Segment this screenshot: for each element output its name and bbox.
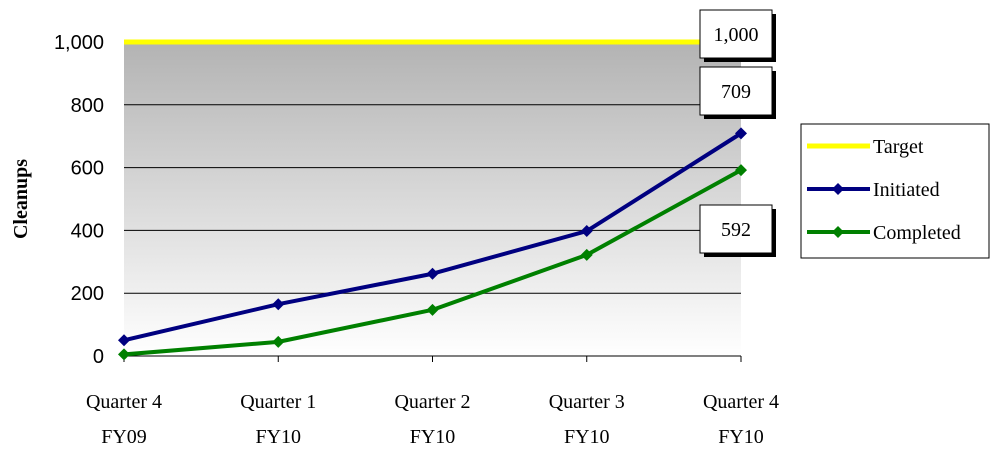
- y-tick-label: 0: [93, 346, 104, 368]
- callout-box: [699, 66, 773, 116]
- data-point-initiated: [735, 127, 747, 140]
- x-tick-label: Quarter 4: [86, 391, 162, 413]
- y-tick-label: 600: [71, 158, 104, 180]
- data-point-initiated: [426, 267, 439, 280]
- data-point-initiated: [272, 298, 285, 311]
- data-point-completed: [735, 164, 747, 177]
- legend-marker-completed: [832, 226, 844, 238]
- callout-box: [699, 9, 773, 59]
- x-tick-label: Quarter 4: [703, 391, 779, 413]
- y-axis-label: Cleanups: [10, 159, 32, 239]
- data-point-initiated: [118, 334, 130, 347]
- legend: Target Initiated Completed: [800, 123, 990, 259]
- x-tick-label: Quarter 2: [394, 391, 470, 413]
- y-axis-ticks: 0 200 400 600 800 1,000: [54, 32, 104, 368]
- y-tick-label: 200: [71, 283, 104, 305]
- legend-marker-initiated: [832, 183, 844, 195]
- legend-label-initiated: Initiated: [873, 179, 940, 201]
- x-tick-label: FY10: [564, 426, 610, 448]
- data-label: 592: [721, 219, 751, 241]
- series-layer: [118, 39, 747, 361]
- y-tick-label: 1,000: [54, 32, 104, 54]
- legend-label-target: Target: [873, 136, 924, 158]
- data-label: 1,000: [714, 24, 759, 46]
- x-tick-label: Quarter 3: [549, 391, 625, 413]
- data-point-completed: [272, 335, 285, 348]
- gridlines: [124, 41, 741, 294]
- data-label-callouts: 1,000 709 592: [699, 9, 776, 257]
- x-tick-label: FY10: [255, 426, 301, 448]
- legend-label-completed: Completed: [873, 222, 961, 244]
- x-tick-label: FY10: [718, 426, 764, 448]
- data-point-completed: [118, 348, 130, 361]
- data-label: 709: [721, 81, 751, 103]
- x-tick-label: Quarter 1: [240, 391, 316, 413]
- callout-box: [699, 204, 773, 254]
- data-point-completed: [426, 303, 439, 316]
- y-tick-label: 800: [71, 95, 104, 117]
- data-point-initiated: [580, 225, 593, 238]
- y-tick-label: 400: [71, 220, 104, 242]
- data-point-completed: [580, 248, 593, 261]
- x-tick-label: FY09: [101, 426, 147, 448]
- x-axis-ticks: Quarter 4 FY09 Quarter 1 FY10 Quarter 2 FY10 Q…: [86, 356, 779, 448]
- x-tick-label: FY10: [410, 426, 456, 448]
